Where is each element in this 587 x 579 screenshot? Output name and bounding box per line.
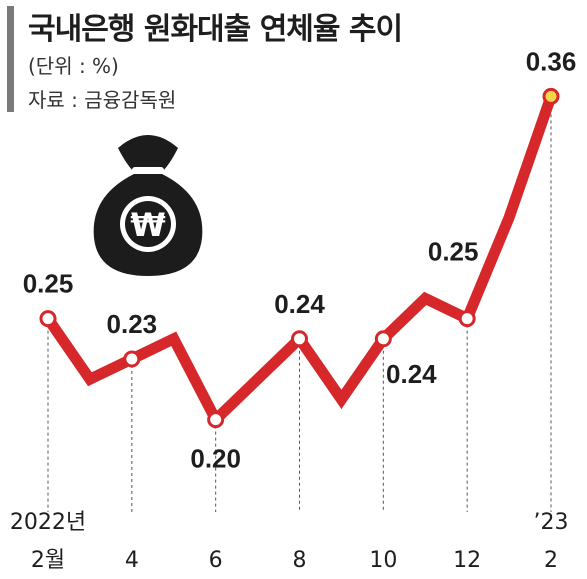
data-point-marker: [39, 310, 57, 328]
x-tick-label: 10: [369, 548, 397, 573]
data-point-marker: [374, 330, 392, 348]
x-tick-label: 12: [453, 548, 481, 573]
data-label: 0.20: [190, 444, 241, 474]
x-tick-label: 4: [125, 548, 139, 573]
data-label: 0.23: [107, 309, 158, 339]
x-tick-label: 6: [209, 548, 223, 573]
data-label: 0.36: [526, 46, 577, 76]
data-point-marker: [542, 87, 560, 105]
x-tick-label-top: ’23: [534, 510, 569, 535]
data-label: 0.24: [274, 289, 325, 319]
x-tick-label-top: 2022년: [10, 510, 86, 535]
data-label: 0.25: [23, 269, 74, 299]
data-labels: 0.25 0.23 0.20 0.24 0.24 0.25 0.36: [23, 46, 577, 473]
bag-tie-band: [132, 167, 164, 175]
chart-unit-note: (단위 : %): [28, 54, 119, 78]
data-label: 0.25: [428, 237, 479, 267]
data-point-marker: [458, 310, 476, 328]
won-symbol: ₩: [130, 206, 165, 244]
x-tick-label: 2월: [31, 548, 65, 573]
x-guide-lines: [47, 96, 552, 512]
won-coin-inner: [125, 201, 171, 247]
x-tick-label: 8: [293, 548, 307, 573]
x-tick-label: 2: [544, 548, 558, 573]
data-point-marker: [207, 411, 225, 429]
bag-top-shape: [118, 135, 178, 172]
chart-source-note: 자료 : 금융감독원: [28, 88, 177, 112]
data-point-markers: [39, 87, 560, 429]
data-label: 0.24: [386, 359, 437, 389]
won-money-bag-icon: ₩: [93, 135, 203, 276]
data-point-marker: [291, 330, 308, 348]
data-point-marker: [123, 350, 141, 368]
title-accent-bar: [7, 6, 14, 112]
x-axis-tick-labels: 2022년 2월 4 6 8 10 12 ’23 2: [10, 510, 569, 573]
chart-title: 국내은행 원화대출 연체율 추이: [28, 12, 403, 47]
